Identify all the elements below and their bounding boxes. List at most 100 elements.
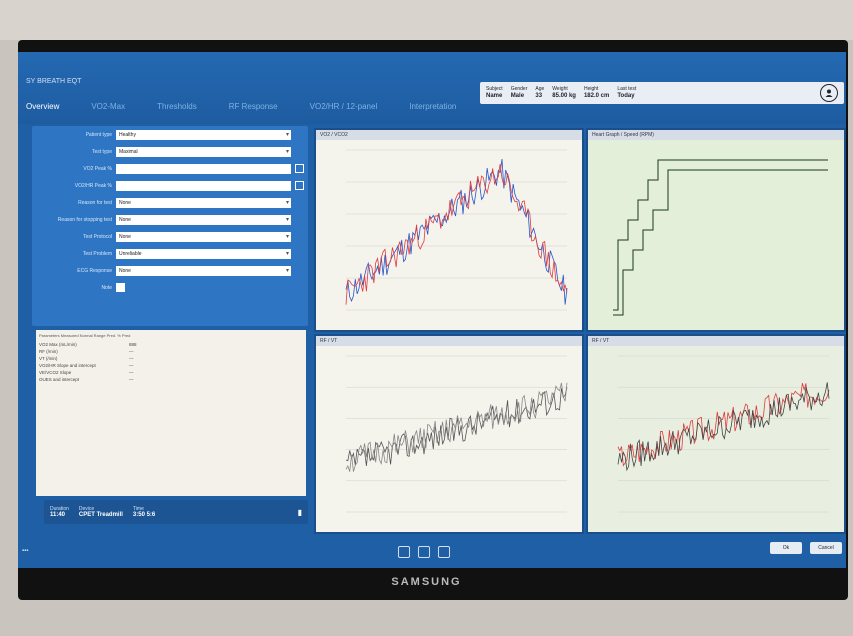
summary-param: RF (/min) [39, 349, 58, 354]
info-last-test: Last test Today [617, 86, 637, 99]
info-subject: Subject Name [486, 86, 503, 99]
info-height: Height 182.0 cm [583, 86, 610, 99]
info-gender: Gender Male [510, 86, 528, 99]
form-label: Patient type [85, 131, 112, 138]
form-label: Reason for stopping test [57, 216, 112, 223]
chart-plot [617, 355, 830, 513]
tab-overview[interactable]: Overview [26, 102, 60, 111]
summary-param: VO2 Max (mL/min) [39, 342, 77, 347]
step-line [613, 159, 828, 311]
chart-vo2[interactable]: VO2 / VCO2 [314, 128, 584, 332]
summary-row: VO2 Max (mL/min) 888 [36, 341, 306, 348]
summary-param: VE/VCO2 Slope [39, 370, 72, 375]
cancel-button[interactable]: Cancel [810, 542, 842, 554]
series-line [345, 382, 568, 472]
ok-button[interactable]: Ok [770, 542, 802, 554]
form-row: Test Protocol None [32, 228, 308, 245]
series-line [345, 163, 568, 305]
tab-thresholds[interactable]: Thresholds [157, 102, 197, 111]
summary-param: VO2/HR Slope and intercept [39, 363, 96, 368]
summary-value: — [129, 363, 134, 368]
refresh-icon[interactable] [418, 546, 430, 558]
form-label: VO2/HR Peak % [74, 182, 112, 189]
patient-info-box: Subject Name Gender Male Age 33 Weight 85.00… [480, 82, 844, 104]
form-select[interactable]: None [116, 197, 291, 208]
form-select[interactable]: Unreliable [116, 248, 291, 259]
form-rows: Patient type Healthy Test type Maximal VO2 P… [32, 126, 308, 296]
tab-vo2-max[interactable]: VO2-Max [91, 102, 126, 111]
print-icon[interactable] [398, 546, 410, 558]
form-label: Reason for test [78, 199, 112, 206]
tab-bar: Overview VO2-Max Thresholds RF Response … [26, 102, 456, 116]
footer-device: Device CPET Treadmill [78, 506, 123, 518]
form-row: Test Problem Unreliable [32, 245, 308, 262]
chart-title: RF / VT [588, 336, 844, 346]
background-wall [0, 0, 853, 40]
form-label: Test Protocol [83, 233, 112, 240]
form-row: VO2 Peak % [32, 160, 308, 177]
summary-row: OUES and intercept — [36, 376, 306, 383]
chart-title: RF / VT [316, 336, 582, 346]
form-row: Patient type Healthy [32, 126, 308, 143]
page-indicator: ▪▪▪ [22, 548, 29, 554]
save-icon[interactable] [438, 546, 450, 558]
footer-duration: Duration 11:40 [50, 506, 69, 518]
form-label: ECG Response [77, 267, 112, 274]
user-icon[interactable] [820, 84, 838, 102]
chart-rf-right[interactable]: RF / VT [586, 334, 846, 534]
summary-header: Parameters Measured Normal Range Pred. %… [39, 333, 131, 338]
series-line [617, 383, 830, 467]
summary-value: — [129, 349, 134, 354]
chart-plot [613, 159, 828, 316]
copy-icon[interactable] [295, 164, 304, 173]
form-label: VO2 Peak % [83, 165, 112, 172]
chart-title: Heart Graph / Speed (RPM) [588, 130, 844, 140]
form-select[interactable]: None [116, 231, 291, 242]
tab-vo2-hr[interactable]: VO2/HR / 12-panel [309, 102, 378, 111]
form-row: Reason for stopping test None [32, 211, 308, 228]
form-input[interactable] [116, 163, 291, 174]
top-bar: SY BREATH EQT Overview VO2-Max Threshold… [18, 52, 846, 124]
test-settings-panel: Patient type Healthy Test type Maximal VO2 P… [32, 126, 308, 326]
note-checkbox[interactable] [116, 283, 125, 292]
chart-heart-speed[interactable]: Heart Graph / Speed (RPM) [586, 128, 846, 332]
form-row: Test type Maximal [32, 143, 308, 160]
summary-row: VE/VCO2 Slope — [36, 369, 306, 376]
info-weight: Weight 85.00 kg [552, 86, 576, 99]
form-select[interactable]: Maximal [116, 146, 291, 157]
summary-param: OUES and intercept [39, 377, 80, 382]
form-select[interactable]: Healthy [116, 129, 291, 140]
form-select[interactable]: None [116, 214, 291, 225]
tab-rf-response[interactable]: RF Response [228, 102, 278, 111]
form-row: Reason for test None [32, 194, 308, 211]
form-select[interactable]: None [116, 265, 291, 276]
chart-title: VO2 / VCO2 [316, 130, 582, 140]
summary-value: — [129, 377, 134, 382]
app-screen: SY BREATH EQT Overview VO2-Max Threshold… [18, 52, 846, 568]
summary-param: VT (/min) [39, 356, 58, 361]
chart-plot [345, 149, 568, 311]
form-row: Note [32, 279, 308, 296]
series-line [617, 382, 830, 472]
series-line [345, 159, 568, 305]
app-title: SY BREATH EQT [26, 78, 82, 85]
info-age: Age 33 [535, 86, 545, 99]
form-label: Note [101, 284, 112, 291]
summary-row: VO2/HR Slope and intercept — [36, 362, 306, 369]
signal-icon: ▮ [297, 507, 302, 517]
footer-time: Time 3:50 5:6 [132, 506, 156, 518]
chart-rf-left[interactable]: RF / VT [314, 334, 584, 534]
tab-interpretation[interactable]: Interpretation [409, 102, 457, 111]
summary-row: RF (/min) — [36, 348, 306, 355]
copy-icon[interactable] [295, 181, 304, 190]
form-input[interactable] [116, 180, 291, 191]
summary-table: Parameters Measured Normal Range Pred. %… [36, 330, 306, 496]
chart-plot [345, 355, 568, 513]
form-label: Test Problem [82, 250, 112, 257]
action-bar [398, 546, 450, 558]
summary-rows: VO2 Max (mL/min) 888 RF (/min) — VT (/min) — V… [36, 341, 306, 383]
summary-value: — [129, 356, 134, 361]
form-label: Test type [91, 148, 112, 155]
summary-row: VT (/min) — [36, 355, 306, 362]
step-line [613, 169, 828, 316]
